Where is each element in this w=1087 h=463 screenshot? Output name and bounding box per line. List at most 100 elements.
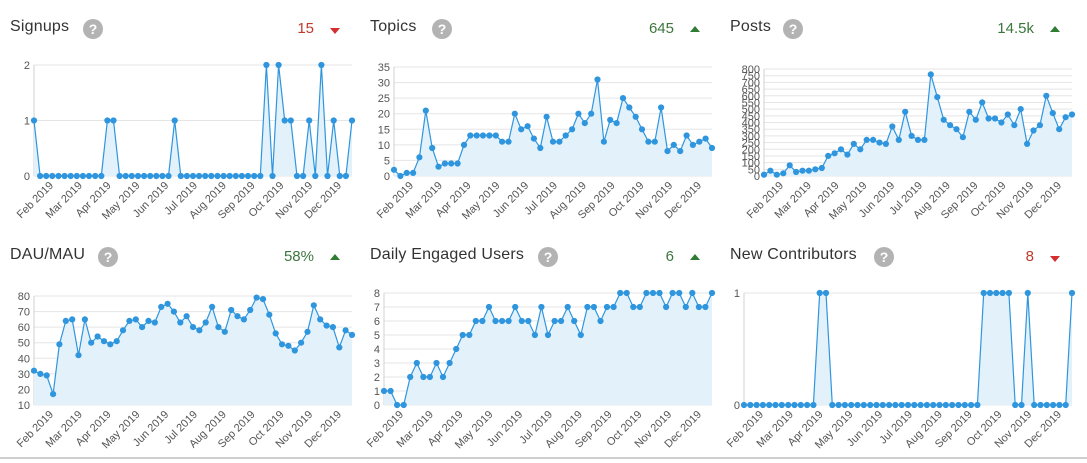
data-point xyxy=(980,289,987,297)
data-point xyxy=(208,172,215,180)
data-point xyxy=(643,289,650,297)
data-point xyxy=(597,317,604,325)
data-point xyxy=(613,120,620,127)
daily-engaged-users-help-icon[interactable]: ? xyxy=(538,247,558,267)
data-point xyxy=(947,122,954,129)
data-point xyxy=(330,117,337,124)
data-point xyxy=(420,373,427,381)
topics-help-icon[interactable]: ? xyxy=(432,19,452,39)
data-point xyxy=(767,167,774,174)
data-point xyxy=(94,333,101,340)
data-point xyxy=(426,373,433,381)
y-tick-label: 60 xyxy=(18,322,30,334)
data-point xyxy=(968,401,975,409)
y-tick-label: 0 xyxy=(754,171,760,183)
data-point xyxy=(189,324,197,331)
data-point xyxy=(677,148,684,155)
data-point xyxy=(202,319,209,326)
new-contributors-trend-down-icon xyxy=(1050,256,1060,262)
dau-mau-help-icon[interactable]: ? xyxy=(98,247,118,267)
data-point xyxy=(61,172,68,180)
data-point xyxy=(92,172,99,180)
data-point xyxy=(670,141,677,148)
data-point xyxy=(263,61,270,69)
data-point xyxy=(73,172,80,180)
y-tick-label: 1 xyxy=(24,116,30,128)
data-point xyxy=(879,401,886,409)
y-tick-label: 50 xyxy=(748,164,760,176)
y-tick-label: 7 xyxy=(374,302,380,314)
signups-help-icon[interactable]: ? xyxy=(83,19,103,39)
data-point xyxy=(306,117,313,124)
data-point xyxy=(67,172,74,180)
y-tick-label: 800 xyxy=(742,64,760,76)
data-point xyxy=(1004,111,1011,118)
data-point xyxy=(177,319,184,326)
data-point xyxy=(1062,401,1069,409)
data-point xyxy=(151,319,158,326)
y-tick-label: 750 xyxy=(742,71,760,83)
data-point xyxy=(766,401,773,409)
data-point xyxy=(985,115,992,122)
data-point xyxy=(159,172,166,180)
data-point xyxy=(911,401,918,409)
data-point xyxy=(400,401,407,409)
data-point xyxy=(999,289,1006,297)
data-point xyxy=(953,126,960,133)
data-point xyxy=(467,132,474,139)
data-point xyxy=(778,401,785,409)
data-point xyxy=(966,108,973,115)
data-point xyxy=(882,140,889,147)
posts-title: Posts xyxy=(730,18,772,35)
data-point xyxy=(170,308,177,315)
data-point xyxy=(300,172,307,180)
y-tick-label: 5 xyxy=(384,155,390,167)
data-point xyxy=(479,317,486,325)
data-point xyxy=(873,401,880,409)
data-point xyxy=(617,289,624,297)
y-tick-label: 700 xyxy=(742,77,760,89)
data-point xyxy=(923,401,930,409)
data-point xyxy=(119,327,127,334)
data-point xyxy=(818,164,825,172)
data-point xyxy=(244,172,252,180)
data-point xyxy=(165,172,172,180)
data-point xyxy=(107,341,114,348)
y-tick-label: 300 xyxy=(742,131,760,143)
data-point xyxy=(607,116,614,123)
data-point xyxy=(240,316,247,323)
data-point xyxy=(841,401,848,409)
y-tick-label: 550 xyxy=(742,97,760,109)
data-point xyxy=(1012,401,1019,409)
data-point xyxy=(524,123,531,130)
data-point xyxy=(934,94,941,101)
daily-engaged-users-trend-up-icon xyxy=(690,254,700,260)
data-point xyxy=(921,136,928,143)
y-tick-label: 250 xyxy=(742,138,760,150)
posts-help-icon[interactable]: ? xyxy=(783,19,803,39)
new-contributors-help-icon[interactable]: ? xyxy=(874,247,894,267)
data-point xyxy=(43,172,50,180)
data-point xyxy=(584,303,591,311)
data-point xyxy=(75,352,82,359)
data-point xyxy=(293,172,301,180)
y-tick-label: 1 xyxy=(374,386,380,398)
signups-panel: Signups? 15 0 1 2 Feb 2019 Mar 2019 Apr 2019 May… xyxy=(10,10,369,235)
data-point xyxy=(626,104,633,111)
data-point xyxy=(825,152,832,159)
data-point xyxy=(253,294,260,301)
data-point xyxy=(632,113,639,120)
data-point xyxy=(822,289,830,297)
data-point xyxy=(772,401,779,409)
y-tick-label: 150 xyxy=(742,151,760,163)
data-point xyxy=(549,138,557,145)
series-area xyxy=(34,297,352,405)
y-tick-label: 50 xyxy=(18,338,30,350)
data-point xyxy=(56,341,63,348)
data-point xyxy=(1050,401,1057,409)
data-point xyxy=(221,328,228,335)
data-point xyxy=(147,172,154,180)
data-point xyxy=(164,300,171,307)
data-point xyxy=(892,401,899,409)
